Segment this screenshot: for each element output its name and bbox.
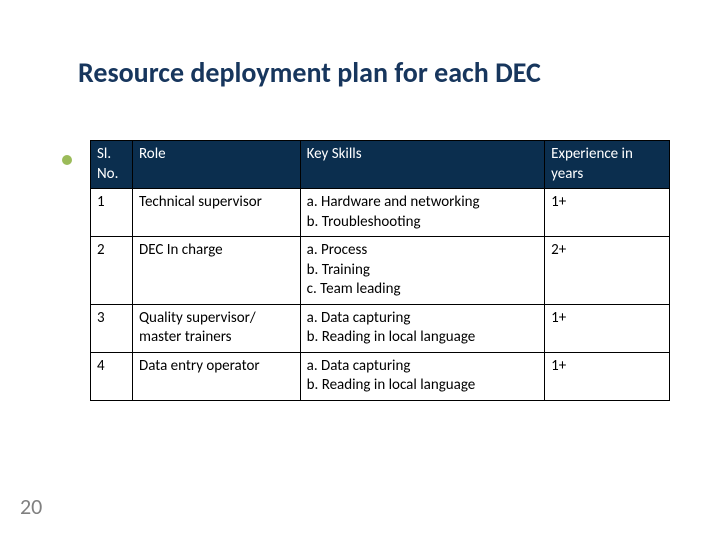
table-header-row: Sl. No. Role Key Skills Experience in ye… <box>91 141 670 189</box>
cell-sl: 1 <box>91 189 133 237</box>
cell-skills: a. Processb. Trainingc. Team leading <box>300 237 545 305</box>
cell-exp: 1+ <box>545 352 670 400</box>
cell-sl: 3 <box>91 304 133 352</box>
cell-skills: a. Hardware and networkingb. Troubleshoo… <box>300 189 545 237</box>
cell-role: Technical supervisor <box>132 189 300 237</box>
col-header-exp: Experience in years <box>545 141 670 189</box>
table-row: 3Quality supervisor/ master trainersa. D… <box>91 304 670 352</box>
cell-role: DEC In charge <box>132 237 300 305</box>
table-row: 1Technical supervisora. Hardware and net… <box>91 189 670 237</box>
cell-exp: 2+ <box>545 237 670 305</box>
cell-skills: a. Data capturingb. Reading in local lan… <box>300 304 545 352</box>
slide-title: Resource deployment plan for each DEC <box>78 55 690 90</box>
cell-role: Data entry operator <box>132 352 300 400</box>
cell-sl: 4 <box>91 352 133 400</box>
page-number: 20 <box>20 493 42 520</box>
cell-exp: 1+ <box>545 304 670 352</box>
cell-skills: a. Data capturingb. Reading in local lan… <box>300 352 545 400</box>
table-body: 1Technical supervisora. Hardware and net… <box>91 189 670 401</box>
table-row: 4Data entry operatora. Data capturingb. … <box>91 352 670 400</box>
col-header-skills: Key Skills <box>300 141 545 189</box>
cell-sl: 2 <box>91 237 133 305</box>
cell-exp: 1+ <box>545 189 670 237</box>
cell-role: Quality supervisor/ master trainers <box>132 304 300 352</box>
bullet-icon <box>62 155 72 165</box>
resource-table: Sl. No. Role Key Skills Experience in ye… <box>90 140 670 401</box>
table-row: 2DEC In chargea. Processb. Trainingc. Te… <box>91 237 670 305</box>
col-header-sl: Sl. No. <box>91 141 133 189</box>
col-header-role: Role <box>132 141 300 189</box>
